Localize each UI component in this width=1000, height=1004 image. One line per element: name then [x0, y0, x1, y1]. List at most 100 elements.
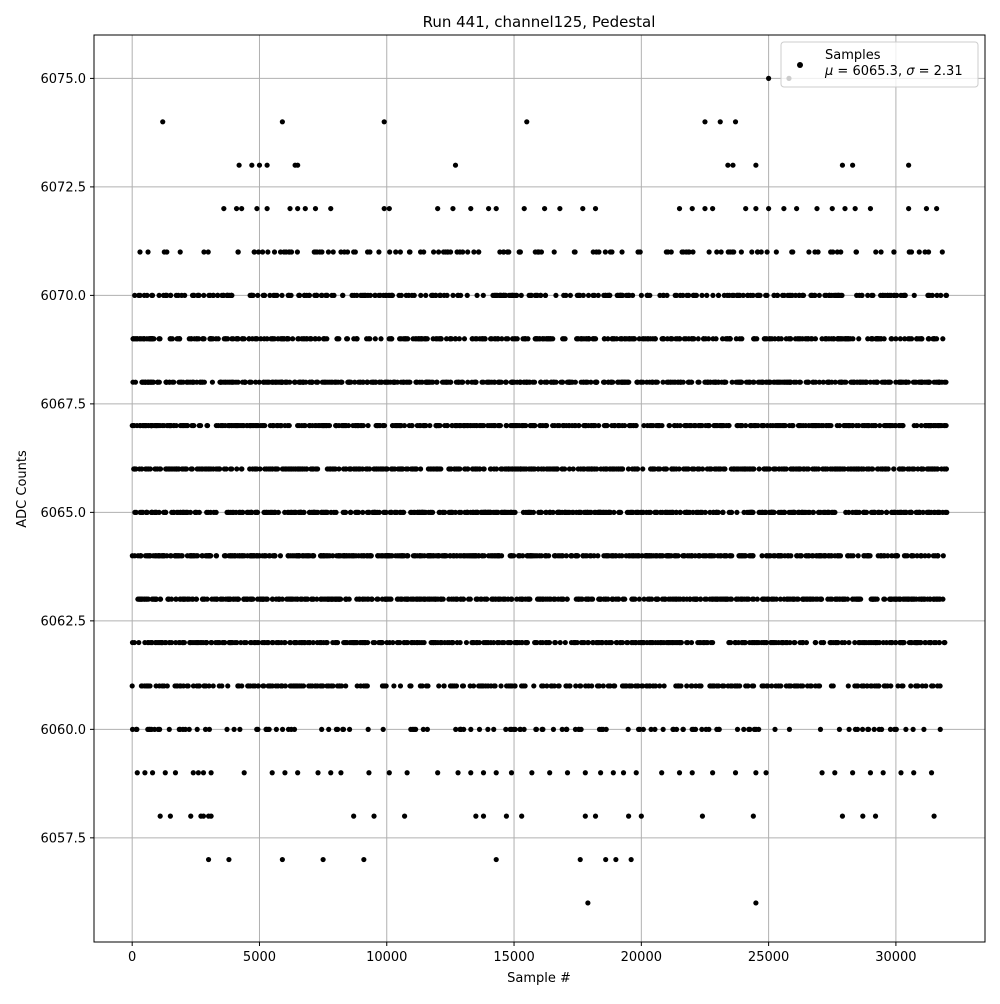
data-point: [189, 553, 194, 558]
data-point: [443, 380, 448, 385]
data-point: [295, 206, 300, 211]
data-point: [389, 336, 394, 341]
data-point: [392, 510, 397, 515]
data-point: [324, 293, 329, 298]
data-point: [465, 466, 470, 471]
data-point: [548, 683, 553, 688]
data-point: [287, 249, 292, 254]
data-point: [657, 293, 662, 298]
data-point: [481, 466, 486, 471]
data-point: [335, 336, 340, 341]
data-point: [462, 336, 467, 341]
data-point: [854, 423, 859, 428]
data-point: [751, 597, 756, 602]
data-point: [436, 683, 441, 688]
data-point: [160, 683, 165, 688]
data-point: [650, 423, 655, 428]
data-point: [911, 380, 916, 385]
data-point: [339, 380, 344, 385]
data-point: [839, 640, 844, 645]
data-point: [714, 510, 719, 515]
data-point: [810, 553, 815, 558]
data-point: [221, 640, 226, 645]
data-point: [188, 640, 193, 645]
data-point: [800, 683, 805, 688]
data-point: [424, 683, 429, 688]
data-point: [450, 293, 455, 298]
data-point: [447, 553, 452, 558]
data-point: [673, 336, 678, 341]
data-point: [167, 727, 172, 732]
data-point: [201, 770, 206, 775]
data-point: [620, 466, 625, 471]
data-point: [172, 683, 177, 688]
data-point: [473, 466, 478, 471]
data-point: [242, 597, 247, 602]
data-point: [637, 336, 642, 341]
data-point: [270, 597, 275, 602]
data-point: [882, 466, 887, 471]
data-point: [929, 770, 934, 775]
data-point: [877, 640, 882, 645]
data-point: [797, 423, 802, 428]
data-point: [593, 336, 598, 341]
data-point: [782, 466, 787, 471]
data-point: [540, 336, 545, 341]
data-point: [301, 510, 306, 515]
data-point: [180, 640, 185, 645]
data-point: [153, 466, 158, 471]
data-point: [734, 597, 739, 602]
data-point: [770, 640, 775, 645]
data-point: [222, 336, 227, 341]
data-point: [511, 553, 516, 558]
data-point: [563, 510, 568, 515]
data-point: [257, 163, 262, 168]
data-point: [468, 597, 473, 602]
data-point: [674, 727, 679, 732]
data-point: [157, 553, 162, 558]
data-point: [736, 553, 741, 558]
data-point: [446, 597, 451, 602]
data-point: [868, 206, 873, 211]
data-point: [137, 466, 142, 471]
data-point: [833, 640, 838, 645]
data-point: [456, 293, 461, 298]
data-point: [431, 466, 436, 471]
data-point: [343, 597, 348, 602]
data-point: [509, 597, 514, 602]
data-point: [495, 640, 500, 645]
data-point: [249, 510, 254, 515]
data-point: [713, 336, 718, 341]
data-point: [296, 380, 301, 385]
data-point: [707, 683, 712, 688]
data-point: [503, 727, 508, 732]
data-point: [622, 597, 627, 602]
data-point: [138, 553, 143, 558]
data-point: [727, 336, 732, 341]
data-point: [471, 249, 476, 254]
data-point: [347, 380, 352, 385]
data-point: [439, 640, 444, 645]
data-point: [894, 727, 899, 732]
data-point: [888, 727, 893, 732]
data-point: [509, 770, 514, 775]
data-point: [371, 814, 376, 819]
data-point: [753, 900, 758, 905]
data-point: [524, 119, 529, 124]
data-point: [365, 293, 370, 298]
data-point: [201, 293, 206, 298]
data-point: [253, 466, 258, 471]
data-point: [578, 857, 583, 862]
data-point: [846, 683, 851, 688]
data-point: [664, 293, 669, 298]
data-point: [776, 336, 781, 341]
data-point: [795, 683, 800, 688]
data-point: [602, 336, 607, 341]
data-point: [160, 119, 165, 124]
data-point: [873, 423, 878, 428]
data-point: [828, 597, 833, 602]
data-point: [567, 683, 572, 688]
data-point: [347, 727, 352, 732]
data-point: [544, 466, 549, 471]
data-point: [764, 293, 769, 298]
